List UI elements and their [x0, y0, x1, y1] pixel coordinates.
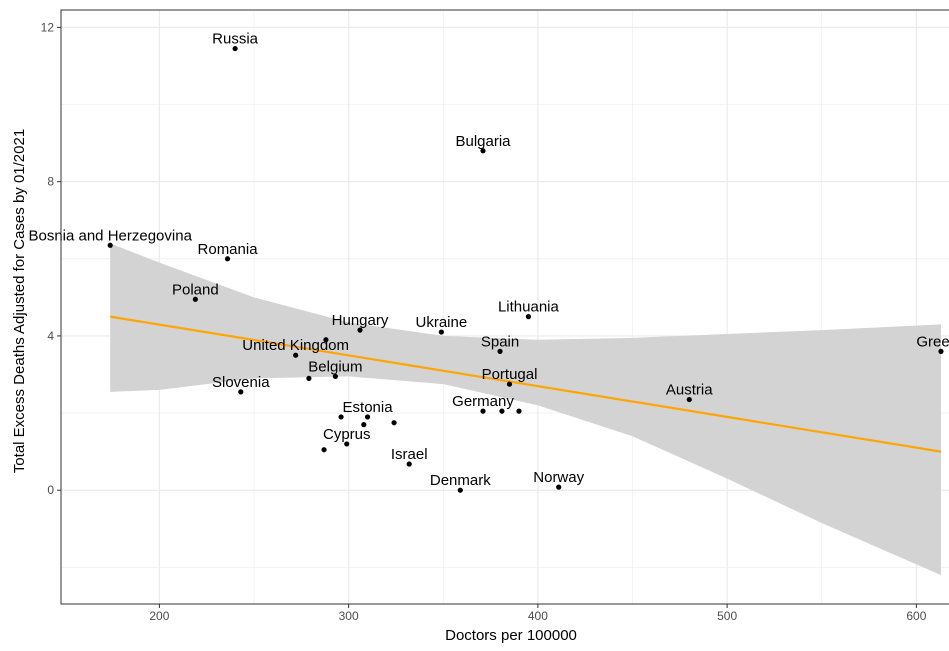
confidence-band	[110, 243, 941, 576]
point-label: Ukraine	[416, 314, 468, 331]
data-point	[306, 375, 312, 381]
point-label: Austria	[666, 382, 713, 399]
data-point	[232, 45, 238, 52]
point-label-layer: Russia Bulgaria Bosnia and Herzegovina Roma…	[28, 31, 949, 490]
point-label: Bosnia and Herzegovina	[28, 227, 192, 244]
data-point	[332, 373, 338, 380]
x-tick-label: 500	[717, 609, 737, 623]
y-tick-label: 0	[47, 483, 54, 497]
x-axis-title: Doctors per 100000	[445, 627, 577, 644]
data-point	[480, 148, 486, 154]
point-label: Russia	[212, 31, 259, 48]
point-label: Poland	[172, 281, 219, 298]
point-label: Israel	[391, 446, 428, 463]
data-point	[357, 327, 363, 333]
panel-border	[60, 9, 949, 605]
point-label: Norway	[533, 469, 584, 486]
data-point	[938, 348, 944, 354]
data-point	[457, 487, 463, 493]
point-label: Hungary	[332, 312, 389, 329]
data-point	[364, 414, 371, 420]
data-point	[556, 484, 562, 490]
data-point	[686, 396, 692, 403]
point-label: Lithuania	[498, 299, 560, 316]
data-point	[224, 256, 231, 262]
tick-layer: 200 300 400 500 600 0 4 8 12	[41, 20, 927, 623]
data-point	[438, 329, 444, 335]
regression-line	[110, 315, 942, 453]
y-tick-label: 8	[47, 175, 54, 189]
x-tick-label: 400	[528, 609, 548, 623]
data-point	[361, 422, 367, 428]
point-label: Bulgaria	[455, 133, 511, 150]
point-label: Greece	[916, 333, 949, 350]
data-point	[391, 420, 397, 426]
point-label: Denmark	[430, 472, 491, 489]
point-label: Estonia	[343, 399, 394, 416]
point-label: Cyprus	[323, 426, 371, 443]
confidence-band-layer	[110, 243, 941, 576]
data-point	[406, 461, 412, 467]
data-point	[338, 414, 344, 420]
data-point	[107, 242, 113, 248]
fit-line-layer	[110, 315, 942, 453]
x-tick-label: 300	[339, 609, 359, 623]
point-layer	[107, 45, 944, 493]
panel-frame-layer	[60, 9, 949, 605]
point-label: Slovenia	[212, 374, 270, 391]
y-tick-label: 4	[47, 329, 54, 343]
data-point	[525, 314, 532, 320]
x-tick-label: 600	[906, 609, 926, 623]
data-point	[323, 337, 329, 343]
data-point	[344, 441, 350, 447]
point-label: Spain	[481, 333, 519, 350]
y-axis-title: Total Excess Deaths Adjusted for Cases b…	[11, 129, 28, 473]
data-point	[192, 296, 198, 302]
data-point	[497, 348, 503, 354]
data-point	[480, 408, 486, 414]
x-tick-label: 200	[149, 609, 169, 623]
data-point	[506, 381, 513, 387]
data-point	[516, 408, 522, 414]
data-point	[238, 389, 244, 395]
point-label: Belgium	[308, 358, 362, 375]
data-point	[293, 352, 299, 358]
data-point	[321, 447, 327, 453]
point-label: United Kingdom	[242, 337, 349, 354]
data-point	[499, 408, 505, 414]
y-tick-label: 12	[41, 20, 55, 34]
point-label: Germany	[452, 393, 514, 410]
point-label: Romania	[198, 241, 259, 258]
point-label: Portugal	[482, 366, 538, 383]
